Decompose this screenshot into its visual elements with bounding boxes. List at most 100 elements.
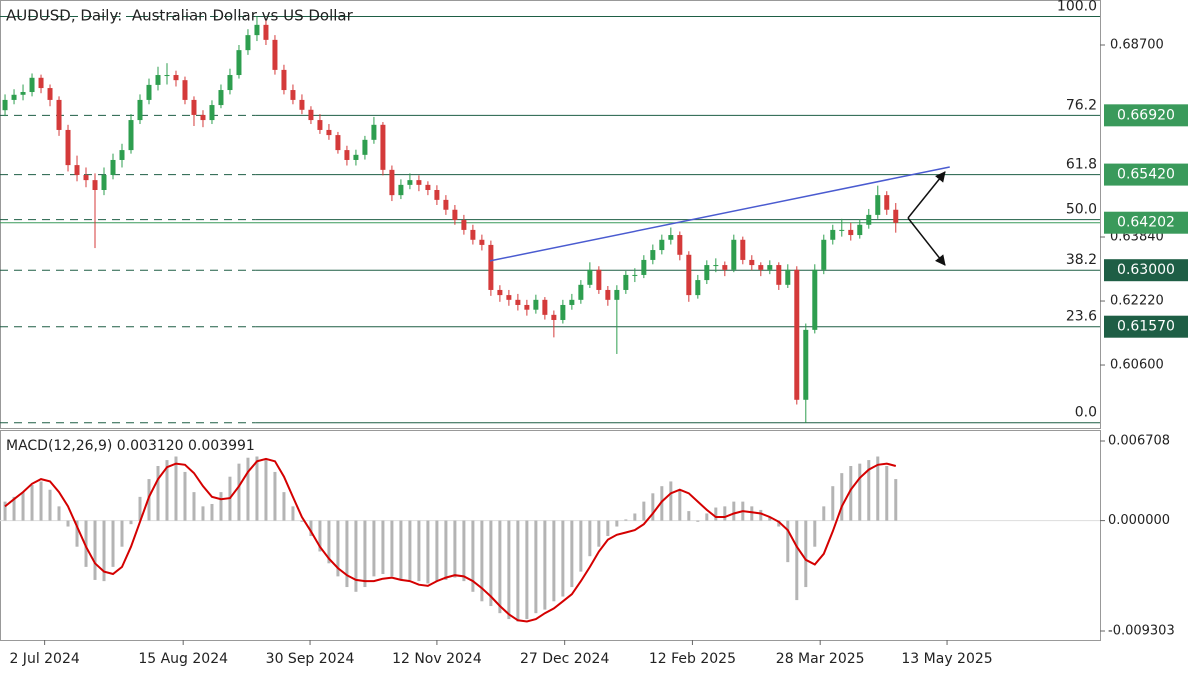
macd-bar xyxy=(714,507,718,521)
candle-body xyxy=(866,214,872,225)
candle-body xyxy=(92,180,98,190)
candle-body xyxy=(686,254,692,296)
chart-title: AUDUSD, Daily: Australian Dollar vs US D… xyxy=(6,7,354,25)
candle-body xyxy=(38,77,44,89)
arrow-down xyxy=(907,217,946,266)
candle-body xyxy=(893,209,899,223)
candle-body xyxy=(758,265,764,270)
macd-bar xyxy=(21,492,25,521)
candle-body xyxy=(362,139,368,155)
candle-body xyxy=(416,180,422,185)
price-tag xyxy=(1104,104,1188,127)
macd-bar xyxy=(57,506,61,521)
plot-layer: 0.687000.638400.622200.606000.0067080.00… xyxy=(0,0,1188,667)
macd-bar xyxy=(66,520,70,527)
candle-body xyxy=(74,165,80,175)
candle-body xyxy=(470,229,476,240)
macd-bar xyxy=(426,520,430,584)
candle-body xyxy=(272,39,278,70)
candle-body xyxy=(164,75,170,77)
macd-bar xyxy=(507,520,511,620)
macd-bar xyxy=(786,520,790,563)
candle-body xyxy=(677,235,683,255)
trendline xyxy=(489,166,950,262)
macd-bar xyxy=(345,520,349,588)
macd-bar xyxy=(453,520,457,578)
candle-body xyxy=(425,184,431,190)
macd-bar xyxy=(471,520,475,592)
macd-bar xyxy=(444,520,448,580)
x-tick-label: 15 Aug 2024 xyxy=(138,651,228,667)
macd-bar xyxy=(174,456,178,521)
macd-bar xyxy=(624,519,628,521)
candle-body xyxy=(389,169,395,196)
macd-bar xyxy=(552,520,556,602)
macd-bar xyxy=(534,520,538,614)
candle-body xyxy=(182,80,188,100)
macd-bar xyxy=(849,466,853,521)
candle-body xyxy=(524,304,530,310)
candle-body xyxy=(857,224,863,236)
candle-body xyxy=(533,299,539,310)
macd-bar xyxy=(822,506,826,521)
candle-body xyxy=(335,135,341,151)
macd-bar xyxy=(696,520,700,522)
candle-body xyxy=(434,189,440,200)
candle-body xyxy=(587,269,593,285)
macd-bar xyxy=(48,489,52,521)
candle-body xyxy=(245,35,251,51)
candle-body xyxy=(884,195,890,210)
macd-bar xyxy=(840,473,844,521)
candle-body xyxy=(65,129,71,166)
macd-bar xyxy=(75,520,79,547)
candle-body xyxy=(803,329,809,400)
price-pane xyxy=(0,0,1101,429)
x-tick-label: 2 Jul 2024 xyxy=(9,651,79,667)
macd-bar xyxy=(561,520,565,597)
macd-bar xyxy=(417,520,421,582)
macd-bar xyxy=(813,520,817,547)
candle-body xyxy=(344,150,350,160)
x-tick-label: 27 Dec 2024 xyxy=(520,651,610,667)
candle-body xyxy=(236,50,242,76)
candle-body xyxy=(731,239,737,270)
candle-body xyxy=(497,289,503,296)
price-tag xyxy=(1104,259,1188,282)
macd-bar xyxy=(354,520,358,592)
candle-body xyxy=(632,274,638,276)
macd-bar xyxy=(300,520,304,522)
macd-bar xyxy=(237,463,241,521)
candle-body xyxy=(308,109,314,121)
macd-bar xyxy=(750,506,754,521)
candle-body xyxy=(407,180,413,185)
candle-body xyxy=(578,284,584,300)
candle-body xyxy=(623,274,629,290)
y-tick-label: -0.009303 xyxy=(1108,623,1175,638)
macd-bar xyxy=(804,520,808,588)
fib-level-label: 50.0 xyxy=(1066,202,1097,218)
y-tick-label: 0.68700 xyxy=(1110,38,1164,53)
macd-bar xyxy=(111,520,115,567)
candle-body xyxy=(56,99,62,130)
candle-body xyxy=(11,94,17,100)
macd-bar xyxy=(876,456,880,521)
macd-bar xyxy=(120,520,124,547)
macd-pane xyxy=(0,430,1101,641)
candle-body xyxy=(839,229,845,231)
candle-body xyxy=(641,259,647,275)
candle-body xyxy=(515,299,521,305)
candle-body xyxy=(83,174,89,181)
macd-bar xyxy=(219,492,223,521)
macd-bar xyxy=(867,460,871,521)
macd-bar xyxy=(84,520,88,567)
x-tick-label: 12 Nov 2024 xyxy=(392,651,482,667)
price-tag xyxy=(1104,163,1188,186)
macd-bar xyxy=(705,513,709,521)
macd-bar xyxy=(759,509,763,521)
macd-bar xyxy=(615,520,619,527)
candle-body xyxy=(848,229,854,236)
macd-bar xyxy=(678,489,682,521)
macd-bar xyxy=(318,520,322,552)
macd-bar xyxy=(30,485,34,521)
macd-bar xyxy=(732,501,736,521)
